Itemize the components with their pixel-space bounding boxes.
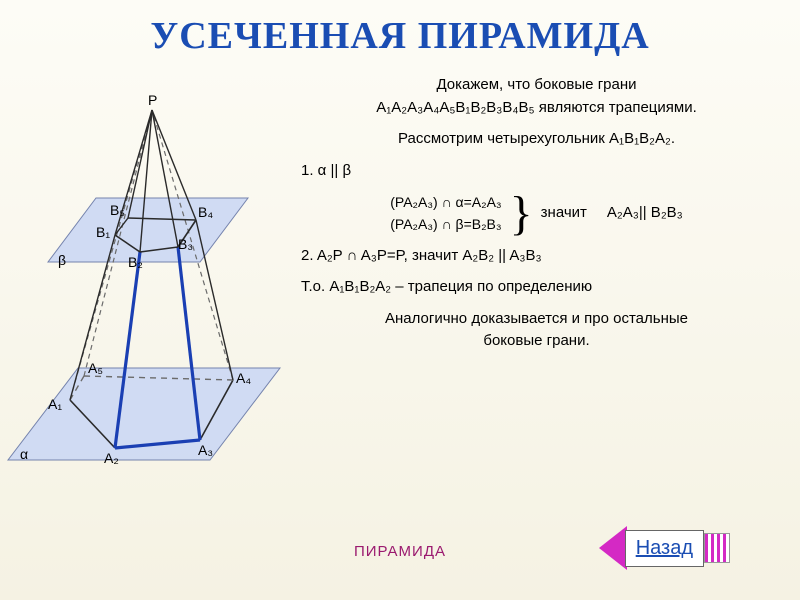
label-B2: B₂ [128,254,143,270]
proof-p4b: боковые грани. [483,332,589,349]
label-B1: B₁ [96,224,110,240]
arrow-left-icon [599,526,627,570]
label-A3: A₃ [198,442,213,458]
proof-p2: 2. A₂P ∩ A₃P=P, значит A₂B₂ || A₃B₃ [295,245,778,268]
brace-line2: (PA₂A₃) ∩ β=B₂B₃ [390,213,501,235]
label-P: P [148,92,157,108]
pyramid-link[interactable]: ПИРАМИДА [354,543,446,560]
back-button[interactable]: Назад [599,526,730,570]
proof-text: Докажем, что боковые грани A₁A₂A₃A₄A₅B₁B… [295,70,800,490]
intro-line1b: A₁A₂A₃A₄A₅B₁B₂B₃B₄B₅ являются трапециями… [376,99,697,116]
brace-line1: (PA₂A₃) ∩ α=A₂A₃ [390,191,501,213]
label-B5: B₅ [110,202,125,218]
label-alpha: α [20,446,28,462]
proof-p3: Т.о. A₁B₁B₂A₂ – трапеция по определению [295,276,778,299]
footer: ПИРАМИДА Назад [0,524,800,570]
brace-row: (PA₂A₃) ∩ α=A₂A₃ (PA₂A₃) ∩ β=B₂B₃ } знач… [295,191,778,236]
proof-p4a: Аналогично доказывается и про остальные [385,310,688,327]
label-A5: A₅ [88,360,103,376]
diagram: P B₁ B₂ B₃ B₄ B₅ A₁ A₂ A₃ A₄ A₅ α β [0,70,295,490]
label-A4: A₄ [236,370,251,386]
page-title: УСЕЧЕННАЯ ПИРАМИДА [0,0,800,58]
label-B3: B₃ [178,236,193,252]
back-button-tail-icon [704,533,730,563]
label-beta: β [58,252,66,268]
brace-result-b: A₂A₃|| B₂B₃ [607,202,683,225]
curly-brace-icon: } [508,197,535,231]
label-B4: B₄ [198,204,213,220]
step-consider: Рассмотрим четырехугольник A₁B₁B₂A₂. [295,128,778,151]
intro-line1: Докажем, что боковые грани [436,76,636,93]
brace-result-a: значит [541,202,587,225]
label-A1: A₁ [48,396,62,412]
truncated-pyramid-svg [0,70,295,490]
back-button-label: Назад [625,530,704,567]
content-row: P B₁ B₂ B₃ B₄ B₅ A₁ A₂ A₃ A₄ A₅ α β Дока… [0,70,800,490]
label-A2: A₂ [104,450,119,466]
proof-p1: 1. α || β [295,160,778,183]
